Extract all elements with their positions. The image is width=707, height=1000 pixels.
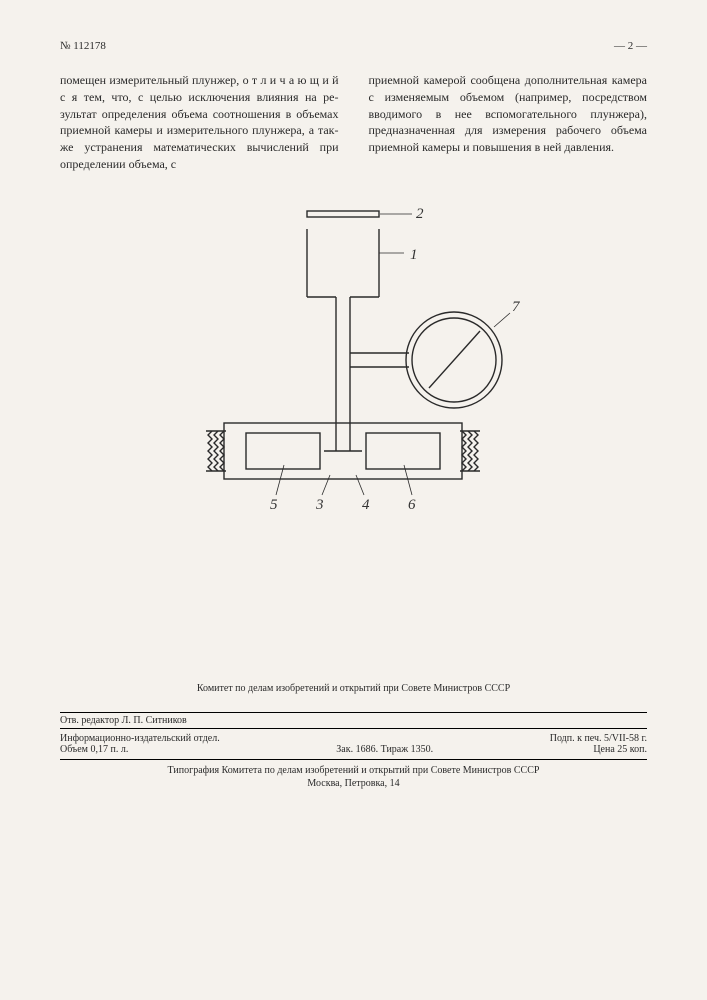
pubinfo-left1: Информационно-издательский отдел. [60,733,220,744]
figure: 1 2 3 4 5 6 7 [60,193,647,553]
pubinfo-left2: Объем 0,17 п. л. [60,744,128,755]
fig-label-4: 4 [362,497,370,513]
typography-block: Типография Комитета по делам изобретений… [60,764,647,790]
body-col1: помещен измерительный плунжер, о т л и ч… [60,72,339,173]
fig-label-6: 6 [408,497,416,513]
doc-number: № 112178 [60,40,106,52]
editor-line: Отв. редактор Л. П. Ситников [60,715,647,726]
diagram-svg: 1 2 3 4 5 6 7 [164,193,544,553]
fig-label-7: 7 [512,299,521,315]
fig-label-5: 5 [270,497,278,513]
pubinfo-right2: Цена 25 коп. [593,744,647,755]
committee-line: Комитет по делам изобретений и открытий … [60,683,647,694]
rule-3 [60,759,647,760]
page-marker: — 2 — [614,40,647,52]
body-text: помещен измерительный плунжер, о т л и ч… [60,72,647,173]
fig-label-3: 3 [315,497,324,513]
typo-line2: Москва, Петровка, 14 [307,778,399,789]
pubinfo-right1: Подп. к печ. 5/VII-58 г. [550,733,647,744]
fig-label-1: 1 [410,247,418,263]
pubinfo-row: Информационно-издательский отдел. Объем … [60,731,647,757]
rule-2 [60,728,647,729]
rule-1 [60,712,647,713]
typo-line1: Типография Комитета по делам изобретений… [168,765,540,776]
fig-label-2: 2 [416,206,424,222]
pubinfo-mid: Зак. 1686. Тираж 1350. [336,744,433,755]
body-col2: приемной камерой сообщена допол­нительна… [369,72,648,173]
